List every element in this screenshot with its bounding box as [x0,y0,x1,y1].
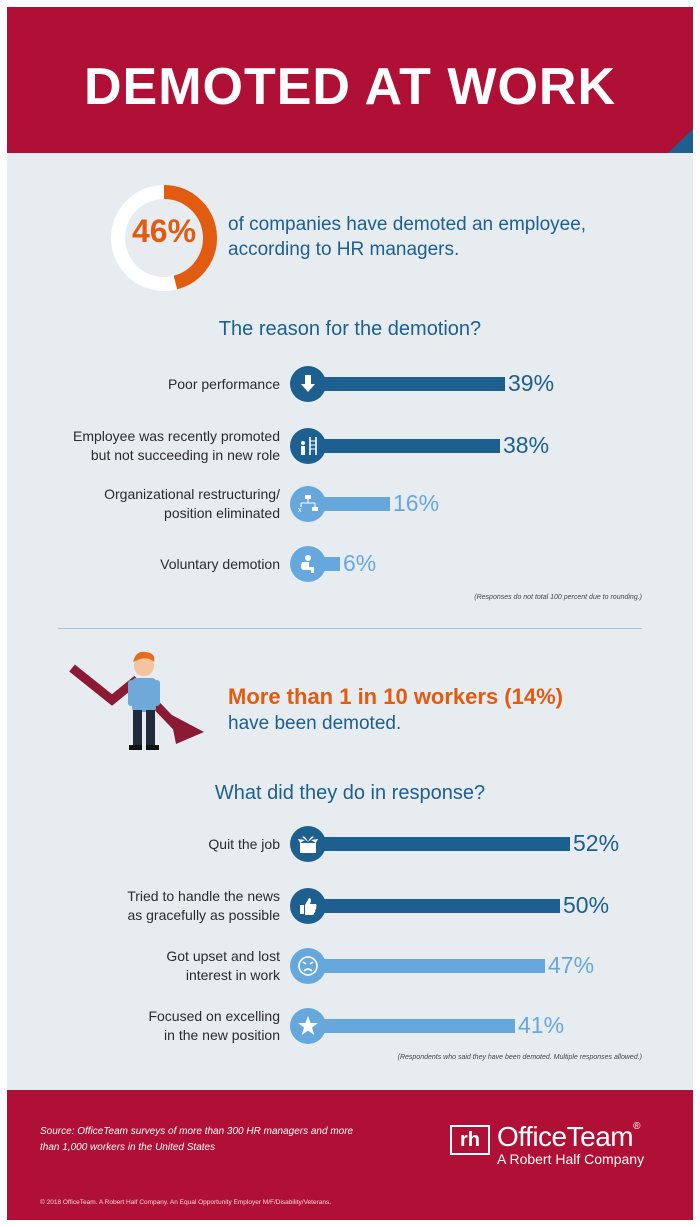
bar-label: Focused on excelling in the new position [0,1007,280,1045]
reasons-title: The reason for the demotion? [218,318,482,340]
bar-label-line: Got upset and lost [166,948,280,964]
bar-label-line: interest in work [185,967,280,983]
org-chart-icon: x [290,486,326,522]
copyright-text: © 2018 OfficeTeam. A Robert Half Company… [40,1199,332,1206]
bar-label-line: but not succeeding in new role [90,447,280,463]
bar [320,377,505,391]
bar-label-line: Tried to handle the news [127,888,280,904]
workers-headline: More than 1 in 10 workers (14%) [228,684,563,709]
stat-percent: 46% [131,213,197,249]
responses-note: (Respondents who said they have been dem… [397,1054,642,1061]
bar-value-label: 52% [573,830,620,856]
logo-name: OfficeTeam [497,1121,634,1152]
bar-label: Voluntary demotion [0,555,280,574]
footer-banner [7,1090,693,1220]
logo-name-line: OfficeTeam® [497,1121,640,1153]
box-with-plant-icon [290,826,326,862]
thumbs-up-icon [290,888,326,924]
demoted-worker-illustration [69,651,204,750]
bar-label-line: Voluntary demotion [160,555,280,572]
section-divider [58,628,642,629]
percent-ring [111,185,217,291]
star-icon [290,1008,326,1044]
source-text: Source: OfficeTeam surveys of more than … [40,1126,354,1153]
bar-value-label: 41% [518,1012,565,1038]
bar-label-line: Quit the job [208,835,280,852]
bar-label: Got upset and lost interest in work [0,947,280,985]
sitting-person-icon [290,546,326,582]
reasons-note: (Responses do not total 100 percent due … [474,594,642,601]
header-banner: DEMOTED AT WORK [7,7,693,153]
logo-registered: ® [633,1121,640,1132]
page-title: DEMOTED AT WORK [83,58,617,116]
bar-value-label: 38% [503,432,550,458]
bar-label-line: position eliminated [164,505,280,521]
bar-label: Organizational restructuring/position el… [0,485,280,523]
bar-label-line: in the new position [164,1027,280,1043]
bar [320,959,545,973]
bar [320,497,390,511]
bar [320,899,560,913]
bar-value-label: 6% [343,550,377,576]
percent-ring-arc [163,185,217,290]
bar-value-label: 39% [508,370,555,396]
corner-fold-icon [668,129,693,153]
ladder-person-icon [290,428,326,464]
bar-label: Quit the job [0,835,280,854]
bar-value-label: 50% [563,892,610,918]
down-arrow-icon [290,366,326,402]
responses-title: What did they do in response? [214,782,486,804]
angry-face-icon [290,948,326,984]
bar-label: Poor performance [0,375,280,394]
bar-label-line: Poor performance [167,375,280,392]
bar [320,837,570,851]
workers-subline: have been demoted. [228,713,402,734]
logo-mark: rh [450,1125,490,1155]
bar [320,439,500,453]
bar [320,1019,515,1033]
svg-text:x: x [298,507,302,514]
bar-value-label: 16% [393,490,440,516]
bar-label: Employee was recently promoted but not su… [0,427,280,465]
bar-label: Tried to handle the news as gracefully as… [0,887,280,925]
stat-text: of companies have demoted an employee, a… [228,214,587,260]
bar-value-label: 47% [548,952,595,978]
bar-label-line: Focused on excelling [148,1008,280,1024]
bar-label-line: as gracefully as possible [127,907,280,923]
bar-label-line: Employee was recently promoted [73,428,280,444]
logo-tagline: A Robert Half Company [497,1151,645,1167]
bar-label-line: Organizational restructuring/ [104,486,280,502]
